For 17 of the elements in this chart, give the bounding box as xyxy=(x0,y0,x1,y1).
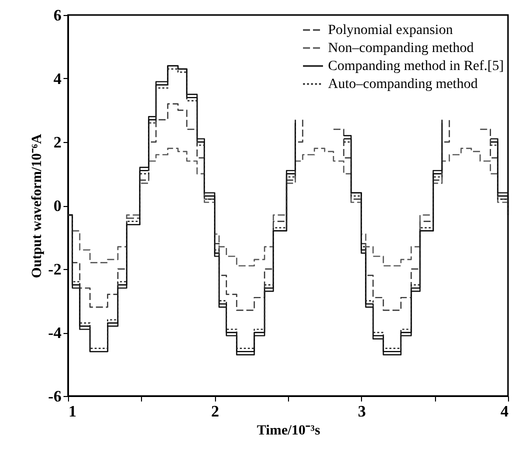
x-axis-title: Time/10⁻³s xyxy=(256,424,321,438)
y-tick-label: -4 xyxy=(48,325,62,342)
legend-label: Non–companding method xyxy=(328,41,474,56)
y-tick-label: -2 xyxy=(48,262,62,278)
legend-label: Companding method in Ref.[5] xyxy=(328,59,504,74)
x-tick-label: 2 xyxy=(211,404,220,420)
legend-label: Polynomial expansion xyxy=(328,23,453,38)
x-tick-label: 4 xyxy=(500,404,508,420)
y-axis-title: Output waveform/10⁻⁶A xyxy=(30,133,46,278)
x-tick-label: 3 xyxy=(358,404,366,420)
y-tick-label: 0 xyxy=(54,198,62,215)
y-tick-label: 4 xyxy=(54,71,62,88)
y-tick-label: 2 xyxy=(54,134,62,152)
legend-label: Auto–companding method xyxy=(328,77,478,92)
y-tick-label: -6 xyxy=(48,388,62,406)
x-tick-label: 1 xyxy=(68,404,76,420)
y-tick-label: 6 xyxy=(54,8,62,24)
